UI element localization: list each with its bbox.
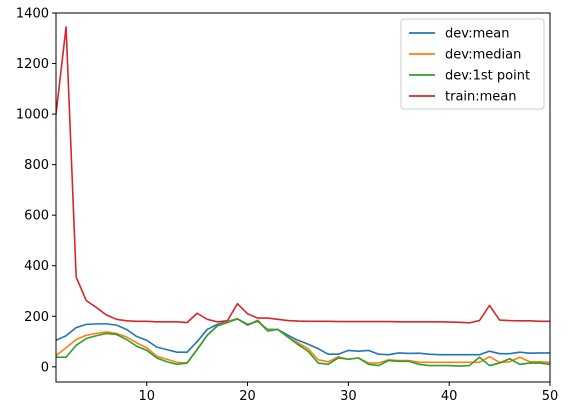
- y-tick-label: 1200: [16, 57, 49, 72]
- y-tick-label: 0: [41, 360, 49, 375]
- legend-box: [400, 18, 545, 110]
- axes-frame-rect: [55, 12, 551, 383]
- axes-frame: [55, 12, 551, 383]
- legend-label: dev:1st point: [445, 69, 530, 84]
- series-line-train-mean: [56, 26, 550, 324]
- series-line-dev-1st-point: [56, 318, 550, 367]
- y-tick-label: 1000: [16, 108, 49, 123]
- x-axis-ticks: 10 20 30 40 50: [138, 382, 558, 404]
- series-line-dev-mean: [56, 318, 550, 356]
- y-tick-label: 800: [24, 158, 49, 173]
- legend-label: dev:mean: [445, 27, 509, 42]
- x-tick-label: 20: [239, 389, 256, 404]
- x-tick-label: 40: [441, 389, 458, 404]
- series-lines: [56, 26, 550, 367]
- y-tick-label: 400: [24, 259, 49, 274]
- legend-label: dev:median: [445, 48, 521, 63]
- x-tick-label: 10: [138, 389, 155, 404]
- x-tick-label: 50: [542, 389, 559, 404]
- y-tick-label: 200: [24, 310, 49, 325]
- x-tick-label: 30: [340, 389, 357, 404]
- series-line-dev-median: [56, 318, 550, 364]
- legend-label: train:mean: [445, 90, 517, 105]
- y-axis-ticks: 0 200 400 600 800 1000 1200 1400: [16, 7, 56, 375]
- y-tick-label: 1400: [16, 7, 49, 22]
- y-tick-label: 600: [24, 209, 49, 224]
- legend: dev:mean dev:median dev:1st point train:mea…: [400, 18, 545, 110]
